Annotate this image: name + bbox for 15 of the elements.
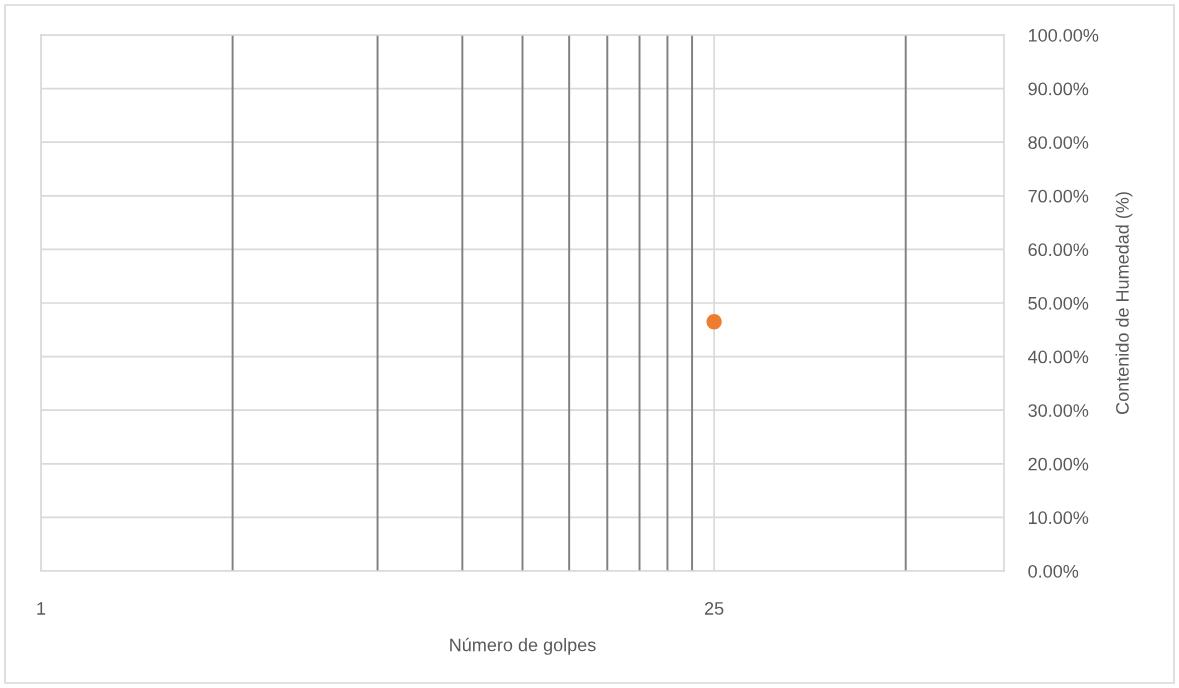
y2-tick-label: 50.00% <box>1028 296 1089 310</box>
y2-tick-label: 30.00% <box>1028 404 1089 417</box>
y2-tick-label: 80.00% <box>1028 136 1089 149</box>
x-tick-label: 1 <box>37 602 46 615</box>
y2-tick-label: 60.00% <box>1028 243 1089 257</box>
y2-tick-label: 20.00% <box>1028 457 1089 471</box>
y2-tick-label: 70.00% <box>1028 189 1089 203</box>
y2-tick-label: 10.00% <box>1028 511 1089 525</box>
y2-tick-label: 90.00% <box>1028 82 1089 96</box>
x-tick-label: 25 <box>704 602 724 615</box>
y2-tick-label: 100.00% <box>1028 28 1099 42</box>
y2-tick-label: 0.00% <box>1028 564 1079 578</box>
x-axis-title: Número de golpes <box>450 637 596 655</box>
y2-tick-label: 40.00% <box>1028 350 1089 364</box>
y2-axis-title: Contenido de Humedad (%) <box>1115 192 1133 414</box>
